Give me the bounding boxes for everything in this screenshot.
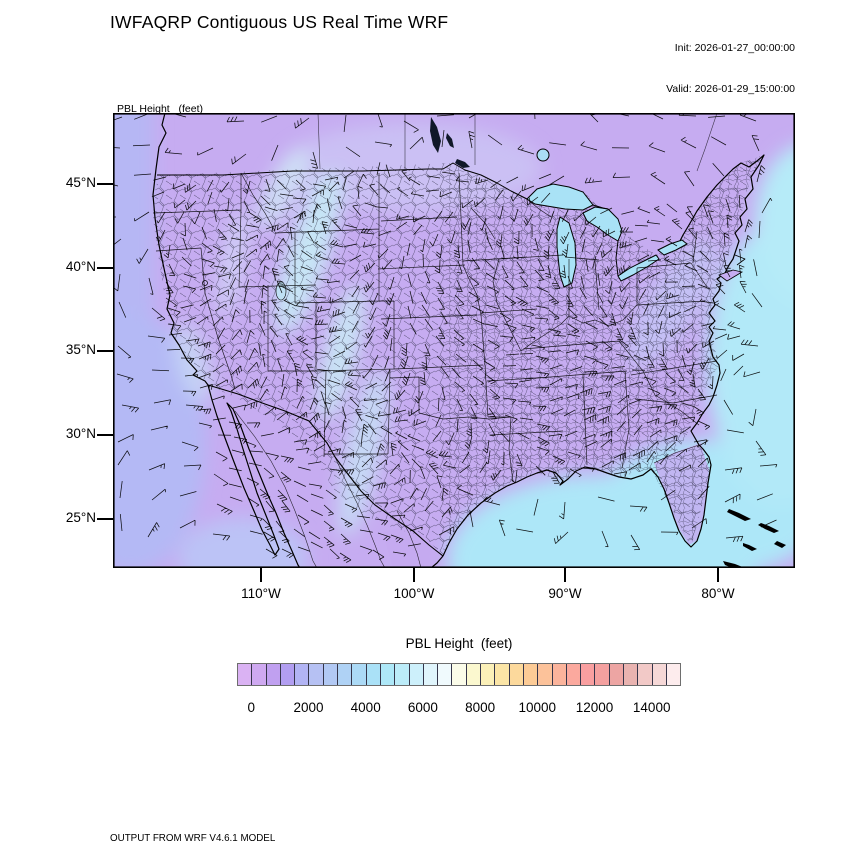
lat-tick [97,267,113,269]
colorbar-segment [379,664,395,685]
map-panel [113,113,795,568]
mexico-state-lines [234,410,422,568]
colorbar-segment [637,664,652,685]
islands-bahamas-cuba [723,509,786,568]
lon-tick [413,568,415,582]
lon-tick-label: 80°W [701,586,735,601]
colorbar-label: 12000 [575,700,614,715]
field-label: PBL Height (feet) [117,103,203,115]
canadian-lakes [430,117,470,168]
colorbar-segment [651,664,666,685]
colorbar-segment [508,664,523,685]
lon-tick-label: 110°W [241,586,281,601]
model-footer: OUTPUT FROM WRF V4.6.1 MODEL WE = 580 ; … [110,809,495,850]
colorbar-label: 14000 [632,700,671,715]
colorbar-label: 0 [247,700,256,715]
lat-tick-label: 30°N [65,426,96,441]
lat-tick [97,350,113,352]
colorbar-segment [422,664,438,685]
colorbar-segment [494,664,509,685]
lat-tick [97,183,113,185]
colorbar-segment [608,664,624,685]
colorbar-segment [365,664,380,685]
long-island [718,269,744,282]
colorbar-segment [665,664,681,685]
colorbar-segment [251,664,266,685]
lon-tick [564,568,566,582]
colorbar-segment [465,664,481,685]
colorbar-tick-labels: 0 2000 4000 6000 8000 10000 12000 14000 [237,700,681,718]
colorbar-segment [537,664,552,685]
colorbar-segment [308,664,323,685]
lake-nipigon [536,148,550,162]
coastlines [152,113,765,568]
pyramid-lake [202,280,208,286]
model-times: Init: 2026-01-27_00:00:00 Valid: 2026-01… [666,15,795,123]
page-title: IWFAQRP Contiguous US Real Time WRF [110,12,449,32]
colorbar-segment [238,664,252,685]
lon-tick [717,568,719,582]
colorbar-title: PBL Height (feet) [405,636,513,651]
colorbar-segment [279,664,295,685]
lat-tick [97,518,113,520]
colorbar-segment [565,664,581,685]
lat-tick-label: 35°N [65,342,96,357]
colorbar-label: 8000 [465,700,496,715]
colorbar-segment [551,664,566,685]
colorbar-label: 10000 [518,700,557,715]
colorbar-segment [394,664,409,685]
lat-tick [97,434,113,436]
lon-tick-label: 100°W [393,586,435,601]
colorbar-segment [322,664,338,685]
south-texas-land-tint [383,523,443,568]
colorbar [237,663,681,686]
colorbar-segment [294,664,309,685]
colorbar-segment [623,664,638,685]
colorbar-label: 2000 [293,700,324,715]
colorbar-segment [594,664,609,685]
map-frame [113,113,795,568]
lat-tick-label: 45°N [65,175,96,190]
colorbar-segment [522,664,538,685]
colorbar-segment [580,664,595,685]
colorbar-segment [437,664,452,685]
colorbar-segment [408,664,423,685]
colorbar-segment [265,664,280,685]
lon-tick [260,568,262,582]
canada-province-lines [317,113,718,172]
lat-tick-label: 40°N [65,259,96,274]
colorbar-label: 6000 [407,700,438,715]
conus-map [113,113,795,568]
init-time: Init: 2026-01-27_00:00:00 [674,42,795,54]
colorbar-segment [480,664,495,685]
lon-tick-label: 90°W [548,586,582,601]
colorbar-segment [451,664,466,685]
mexico-border [207,384,444,557]
colorbar-segment [351,664,366,685]
lat-tick-label: 25°N [65,510,96,525]
valid-time: Valid: 2026-01-29_15:00:00 [666,82,795,95]
colorbar-segment [337,664,352,685]
footer-line1: OUTPUT FROM WRF V4.6.1 MODEL [110,833,276,844]
colorbar-label: 4000 [350,700,381,715]
